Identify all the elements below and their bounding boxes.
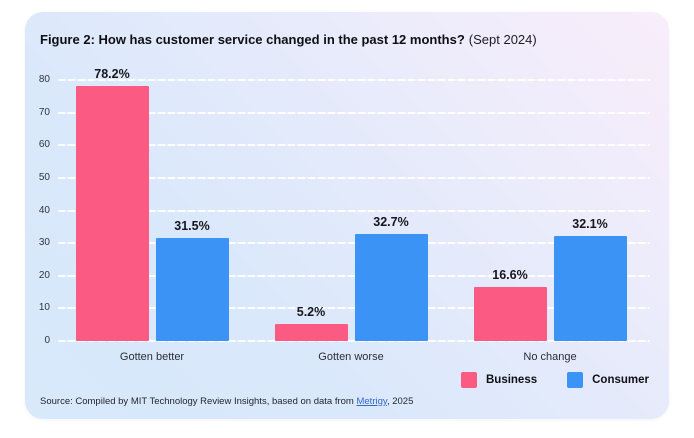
figure-title-date: (Sept 2024) xyxy=(468,32,537,47)
legend-item-business: Business xyxy=(460,372,538,388)
x-axis-category-label: Gotten worse xyxy=(318,351,384,363)
bar-value-label: 32.1% xyxy=(572,217,608,232)
bar-value-label: 16.6% xyxy=(492,267,528,282)
x-axis-category-label: No change xyxy=(523,351,577,363)
y-axis-tick-label: 50 xyxy=(38,171,50,183)
metrigy-link[interactable]: Metrigy xyxy=(356,396,387,407)
y-axis-tick-label: 20 xyxy=(38,269,50,281)
bar-value-label: 31.5% xyxy=(174,219,210,234)
bar-value-label: 78.2% xyxy=(94,66,130,81)
gridline xyxy=(58,79,650,81)
y-axis-tick-label: 60 xyxy=(38,139,50,151)
legend-swatch-consumer xyxy=(567,372,584,388)
bar-consumer-no-change xyxy=(553,236,627,341)
y-axis-tick-label: 40 xyxy=(38,204,50,216)
bar-value-label: 32.7% xyxy=(373,215,409,230)
bar-business-gotten-worse xyxy=(274,324,348,341)
bar-chart-plot-area: 0 10 20 30 40 50 60 70 80 78.2% 31.5% Gotten better… xyxy=(39,67,650,363)
gridline xyxy=(58,209,650,212)
gridline xyxy=(58,307,650,310)
y-axis-tick-label: 10 xyxy=(38,302,50,314)
source-note: Source: Compiled by MIT Technology Revie… xyxy=(40,396,413,407)
y-axis-tick-label: 30 xyxy=(38,237,50,249)
legend-swatch-business xyxy=(460,372,477,388)
gridline xyxy=(58,274,650,277)
gridline xyxy=(58,176,650,179)
source-text-suffix: , 2025 xyxy=(386,396,414,407)
bar-consumer-gotten-better xyxy=(155,238,229,341)
chart-legend: Business Consumer xyxy=(460,372,649,388)
y-axis-tick-label: 70 xyxy=(38,106,50,118)
legend-item-consumer: Consumer xyxy=(567,372,649,388)
legend-label: Business xyxy=(485,374,538,386)
legend-label: Consumer xyxy=(592,374,649,386)
bar-business-no-change xyxy=(473,286,547,341)
bar-business-gotten-better xyxy=(75,85,149,341)
y-axis-tick-label: 80 xyxy=(38,74,50,85)
bar-consumer-gotten-worse xyxy=(354,234,428,341)
figure-title: Figure 2: How has customer service chang… xyxy=(40,32,537,47)
gridline xyxy=(58,242,650,245)
figure-card: Figure 2: How has customer service chang… xyxy=(25,12,669,419)
gridline xyxy=(58,144,650,147)
gridline xyxy=(58,111,650,114)
source-text-prefix: Source: Compiled by MIT Technology Revie… xyxy=(40,396,357,407)
x-axis-category-label: Gotten better xyxy=(119,351,185,363)
figure-title-main: Figure 2: How has customer service chang… xyxy=(40,32,465,47)
gridline xyxy=(58,340,650,342)
bar-value-label: 5.2% xyxy=(296,305,326,320)
y-axis-tick-label: 0 xyxy=(44,335,50,346)
